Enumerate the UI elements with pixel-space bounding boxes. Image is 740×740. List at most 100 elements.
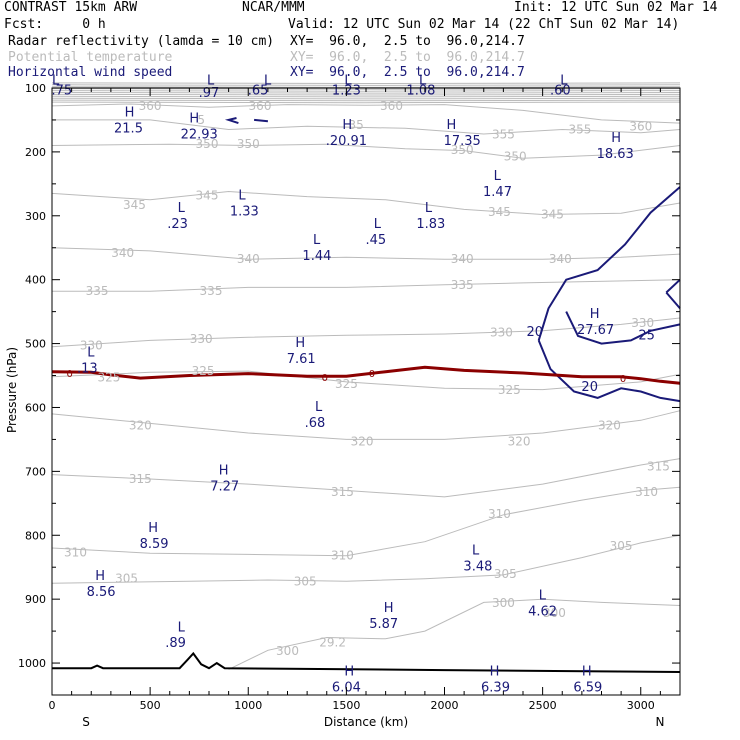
- y-tick-label: 1000: [18, 657, 46, 670]
- theta-contour-line: [228, 598, 681, 670]
- x-tick-label: 1500: [332, 699, 360, 712]
- theta-label: 345: [123, 198, 146, 212]
- endpoint-north: N: [656, 715, 665, 729]
- theta-label: 325: [192, 364, 215, 378]
- extremum-type: H: [342, 118, 352, 133]
- wind-contour-line: [665, 278, 681, 294]
- upper-theta-line: [51, 86, 681, 88]
- extremum-type: H: [295, 336, 305, 351]
- theta-label: 330: [80, 339, 103, 353]
- theta-label: 310: [635, 485, 658, 499]
- theta-label: 300: [492, 596, 515, 610]
- extremum-type: H: [447, 118, 457, 133]
- y-tick-label: 500: [25, 338, 46, 351]
- wind-contour-line: [224, 117, 239, 125]
- extremum-value: 7.61: [287, 352, 316, 367]
- theta-label: 315: [647, 459, 670, 473]
- wind-contour-line: [537, 186, 681, 341]
- theta-label: 350: [504, 149, 527, 163]
- extremum-type: L: [419, 73, 427, 88]
- reflectivity-label: 0: [620, 374, 626, 385]
- theta-label: 360: [249, 99, 272, 113]
- terrain-line: [52, 651, 681, 673]
- extremum-value: .68: [305, 416, 326, 431]
- axes: 0 500 1000 1500 2000 2500 30001002003004005006…: [18, 82, 680, 712]
- upper-theta-line: [51, 93, 681, 96]
- y-axis-label: Pressure (hPa): [5, 347, 19, 433]
- forecast-hour: Fcst: 0 h: [4, 17, 106, 32]
- model-name: CONTRAST 15km ARW: [4, 0, 138, 15]
- extremum-value: 7.27: [210, 480, 239, 495]
- theta-label: 355: [492, 128, 515, 142]
- extremum-value: .65: [248, 84, 269, 99]
- upper-theta-line: [51, 95, 681, 98]
- theta-label: 320: [598, 418, 621, 432]
- wind-contours: [224, 117, 681, 403]
- field-xy-theta: XY= 96.0, 2.5 to 96.0,214.7: [290, 50, 525, 65]
- extremum-type: L: [52, 73, 60, 88]
- extremum-type: H: [219, 464, 229, 479]
- theta-label: 345: [541, 208, 564, 222]
- valid-time: Valid: 12 UTC Sun 02 Mar 14 (22 ChT Sun …: [288, 17, 680, 32]
- terrain-profile: [52, 651, 681, 673]
- extremum-type: H: [148, 521, 158, 536]
- extremum-type: L: [238, 188, 246, 203]
- theta-label: 320: [129, 418, 152, 432]
- extremum-type: H: [582, 664, 592, 679]
- wind-contour-label: 20: [581, 380, 598, 395]
- theta-label: 345: [488, 205, 511, 219]
- extremum-type: H: [590, 307, 600, 322]
- reflectivity-label: 0: [369, 369, 375, 380]
- theta-label: 340: [237, 252, 260, 266]
- theta-label: 330: [490, 326, 513, 340]
- extremum-value: 1.47: [483, 185, 512, 200]
- theta-label: 315: [331, 485, 354, 499]
- extremum-type: H: [490, 664, 500, 679]
- theta-label: 335: [200, 284, 223, 298]
- extremum-value: 1.44: [302, 249, 331, 264]
- theta-label: 325: [498, 383, 521, 397]
- theta-label: 305: [494, 567, 517, 581]
- extremum-value: 5.87: [369, 617, 398, 632]
- theta-partial-label: 35: [349, 118, 364, 132]
- y-tick-label: 200: [25, 146, 46, 159]
- wind-contour-line: [565, 311, 681, 345]
- theta-label: 350: [196, 137, 219, 151]
- field-name-theta: Potential temperature: [8, 50, 173, 65]
- wind-contour-line: [665, 291, 681, 310]
- theta-label: 350: [237, 137, 260, 151]
- theta-contour-line: [52, 279, 681, 292]
- extremum-type: H: [95, 569, 105, 584]
- wind-contour-line: [537, 340, 681, 403]
- theta-label: 340: [451, 252, 474, 266]
- theta-label: 305: [610, 539, 633, 553]
- theta-label: 335: [451, 278, 474, 292]
- extremum-type: L: [87, 346, 95, 361]
- upper-theta-line: [51, 84, 681, 86]
- extremum-type: L: [560, 73, 568, 88]
- x-axis-label: Distance (km): [324, 715, 408, 729]
- reflectivity-label: 0: [322, 373, 328, 384]
- theta-label: 360: [629, 119, 652, 133]
- theta-label: 330: [631, 316, 654, 330]
- field-xy-reflectivity: XY= 96.0, 2.5 to 96.0,214.7: [290, 34, 525, 49]
- extremum-value: 1.83: [416, 217, 445, 232]
- theta-partial-label: 305: [115, 572, 138, 586]
- theta-label: 310: [488, 507, 511, 521]
- extremum-type: H: [384, 601, 394, 616]
- y-tick-label: 300: [25, 210, 46, 223]
- x-tick-label: 2000: [431, 699, 459, 712]
- contour-value-labels: 20 25 20 0 0 0 0: [67, 325, 655, 395]
- theta-contour-line: [51, 247, 681, 260]
- y-tick-label: 800: [25, 529, 46, 542]
- x-tick-label: 2500: [529, 699, 557, 712]
- x-tick-label: 1000: [234, 699, 262, 712]
- reflectivity-contour: [51, 365, 681, 385]
- reflectivity-label: 0: [67, 369, 73, 380]
- extremum-type: L: [207, 73, 215, 88]
- y-tick-label: 400: [25, 274, 46, 287]
- extremum-value: .75: [51, 84, 72, 99]
- theta-label: 330: [190, 332, 213, 346]
